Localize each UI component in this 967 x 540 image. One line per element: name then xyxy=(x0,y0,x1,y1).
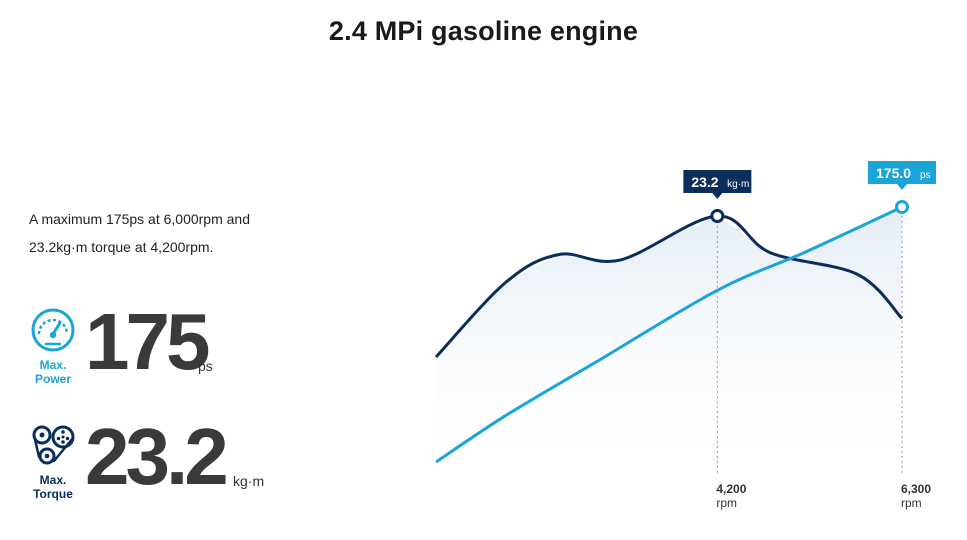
power-peak-callout: 175.0 ps xyxy=(868,161,936,190)
engine-description: A maximum 175ps at 6,000rpm and 23.2kg·m… xyxy=(29,205,319,261)
chart-shaded-area xyxy=(436,207,902,480)
page-title: 2.4 MPi gasoline engine xyxy=(328,16,639,46)
pulley-belt-icon xyxy=(32,425,75,465)
x-tick-unit-4200: rpm xyxy=(716,496,737,510)
max-torque-label: Max. Torque xyxy=(33,473,73,501)
max-power-label: Max. Power xyxy=(34,358,71,386)
power-callout-unit: ps xyxy=(920,170,931,181)
power-series-line xyxy=(435,205,903,464)
description-line-1: A maximum 175ps at 6,000rpm and xyxy=(29,211,251,227)
max-torque-unit: kg·m xyxy=(233,473,265,489)
x-tick-label-6300: 6,300 xyxy=(901,482,931,496)
x-tick-label-4200: 4,200 xyxy=(716,482,746,496)
power-callout-box xyxy=(868,161,936,190)
power-peak-marker xyxy=(895,200,909,214)
max-torque-badge: Max. Torque xyxy=(28,423,78,501)
torque-callout-value: 23.2 xyxy=(691,174,718,190)
speedometer-icon xyxy=(31,308,75,352)
torque-callout-box xyxy=(683,170,752,199)
torque-peak-callout: 23.2 kg·m xyxy=(683,170,752,199)
max-torque-value: 23.2 xyxy=(85,412,229,501)
torque-peak-marker xyxy=(710,209,725,223)
power-callout-value: 175.0 xyxy=(876,165,911,181)
description-line-2: 23.2kg·m torque at 4,200rpm. xyxy=(29,239,214,255)
torque-callout-unit: kg·m xyxy=(727,179,749,190)
torque-series-line xyxy=(434,214,904,359)
max-power-badge: Max. Power xyxy=(28,308,78,386)
max-power-unit: ps xyxy=(198,358,213,374)
max-power-value: 175 xyxy=(85,297,211,386)
x-tick-unit-6300: rpm xyxy=(901,496,922,510)
